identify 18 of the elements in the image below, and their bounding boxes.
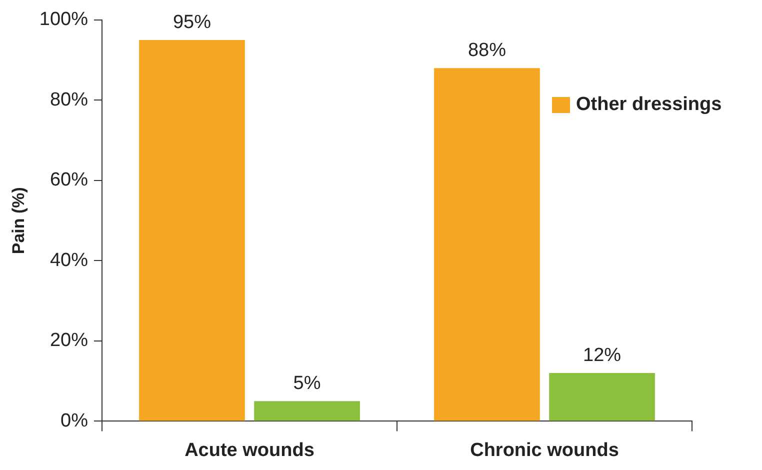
text: 95% (172, 12, 211, 33)
x-tick-label: Chronic wounds (470, 440, 619, 461)
bar (139, 40, 245, 421)
text: 88% (468, 40, 506, 61)
y-tick-label: 80% (50, 89, 88, 110)
text: 5% (293, 372, 321, 394)
bar (549, 373, 655, 421)
y-tick-label: 20% (50, 330, 88, 352)
legend-label: Other dressings (576, 94, 722, 116)
x-tick-label: Acute wounds (184, 440, 314, 461)
y-axis-title: Pain (%) (8, 187, 28, 254)
text: 12% (583, 344, 622, 366)
bar (254, 401, 360, 421)
y-tick-label: 40% (50, 250, 88, 271)
y-tick-label: 0% (60, 410, 88, 432)
y-tick-label: 60% (50, 170, 88, 191)
y-tick-label: 100% (39, 9, 88, 30)
bar (434, 68, 540, 421)
